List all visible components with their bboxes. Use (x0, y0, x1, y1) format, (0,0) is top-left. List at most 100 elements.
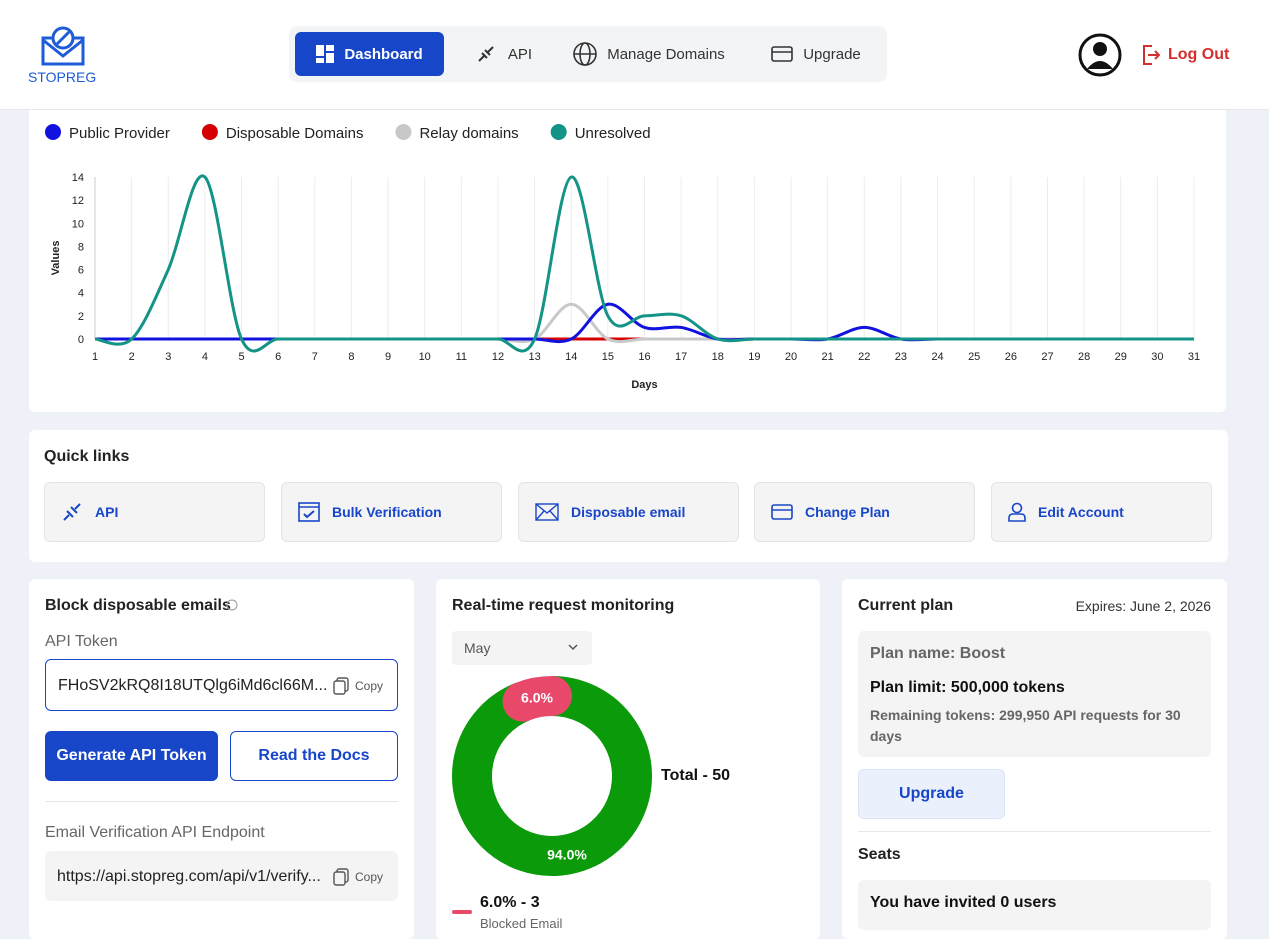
token-field[interactable] (45, 659, 398, 711)
x-tick-label: 29 (1115, 351, 1127, 363)
nav-label: API (507, 45, 533, 63)
plan-remaining: Remaining tokens: 299,950 API requests f… (870, 707, 1181, 744)
legend-label: Public Provider (69, 125, 170, 142)
endpoint-value: https://api.stopreg.com/api/v1/verify... (57, 868, 321, 885)
logo-text: STOPREG (28, 69, 97, 85)
x-tick-label: 8 (348, 351, 354, 363)
donut-total: Total - 50 (661, 767, 731, 784)
x-tick-label: 17 (675, 351, 687, 363)
block-title: Block disposable emails (45, 597, 231, 614)
x-tick-label: 3 (165, 351, 171, 363)
y-tick-label: 14 (72, 172, 84, 184)
seats-title: Seats (858, 846, 901, 863)
donut-label: 6.0% (521, 689, 553, 705)
x-axis-label: Days (631, 379, 657, 391)
legend-dot (550, 124, 567, 140)
legend-swatch (452, 910, 472, 914)
y-tick-label: 0 (78, 334, 84, 346)
x-tick-label: 31 (1188, 351, 1200, 363)
donut-segment (502, 676, 572, 722)
x-tick-label: 28 (1078, 351, 1090, 363)
month-select[interactable]: May (452, 631, 592, 665)
x-tick-label: 2 (129, 351, 135, 363)
x-tick-label: 30 (1151, 351, 1163, 363)
line-chart: Public Provider Disposable Domains Relay d… (45, 124, 1200, 391)
series-line (94, 174, 1194, 353)
legend-label: 6.0% - 3 (480, 894, 540, 911)
generate-button[interactable]: Generate API Token (45, 731, 218, 781)
plan-box (858, 631, 1211, 757)
avatar[interactable] (1078, 33, 1122, 77)
copy-label: Copy (355, 870, 384, 884)
x-tick-label: 9 (385, 351, 391, 363)
x-tick-label: 23 (895, 351, 907, 363)
quick-links-card: Quick links API Bulk Verification Dispos… (29, 430, 1228, 562)
block-card: Block disposable emails API Token FHoSV2… (29, 579, 414, 939)
nav-label: Dashboard (344, 45, 423, 63)
quick-link[interactable]: Disposable email (518, 482, 739, 542)
divider (45, 801, 398, 802)
header: STOPREG Dashboard API Manage Domains Upg… (0, 0, 1269, 110)
legend-label: Unresolved (575, 125, 651, 142)
seats-box (858, 880, 1211, 930)
x-tick-label: 4 (202, 351, 208, 363)
nav-label: Manage Domains (607, 45, 725, 63)
plan-title: Current plan (858, 597, 954, 614)
nav-domains[interactable]: Manage Domains (564, 32, 734, 76)
nav-upgrade[interactable]: Upgrade (760, 32, 872, 76)
quick-link[interactable]: Bulk Verification (281, 482, 502, 542)
quick-link[interactable]: API (44, 482, 265, 542)
copy-button[interactable]: Copy (333, 868, 383, 886)
y-tick-label: 10 (72, 218, 84, 230)
upgrade-button[interactable]: Upgrade (858, 769, 1005, 819)
x-tick-label: 25 (968, 351, 980, 363)
x-tick-label: 15 (602, 351, 614, 363)
chart-card: Public Provider Disposable Domains Relay d… (29, 100, 1226, 412)
seats-invited: You have invited 0 users (870, 894, 1057, 911)
quick-link[interactable]: Change Plan (754, 482, 975, 542)
logout-label: Log Out (1168, 46, 1230, 63)
x-tick-label: 24 (931, 351, 943, 363)
docs-button[interactable]: Read the Docs (230, 731, 398, 781)
x-tick-label: 12 (492, 351, 504, 363)
month-value: May (464, 640, 491, 656)
plan-card: Current plan Expires: June 2, 2026 Plan … (842, 579, 1227, 939)
monitor-card: Real-time request monitoring May 6.0% 94.… (436, 579, 820, 939)
quick-links-title: Quick links (44, 448, 130, 465)
copy-label: Copy (355, 679, 384, 693)
legend-name: Blocked Email (480, 916, 563, 931)
legend-label: Disposable Domains (226, 125, 364, 142)
nav-dashboard[interactable]: Dashboard (295, 32, 444, 76)
legend-dot (201, 124, 218, 140)
x-tick-label: 13 (528, 351, 540, 363)
divider (858, 831, 1211, 832)
quick-link-label: Change Plan (805, 504, 890, 520)
x-tick-label: 16 (638, 351, 650, 363)
y-tick-label: 8 (78, 241, 84, 253)
x-tick-label: 7 (312, 351, 318, 363)
x-tick-label: 19 (748, 351, 760, 363)
y-tick-label: 6 (78, 265, 84, 277)
x-tick-label: 11 (456, 351, 467, 363)
x-tick-label: 22 (858, 351, 870, 363)
x-tick-label: 27 (1041, 351, 1053, 363)
quick-link[interactable]: Edit Account (991, 482, 1212, 542)
nav-api[interactable]: API (464, 32, 544, 76)
y-tick-label: 2 (78, 311, 84, 323)
x-tick-label: 21 (822, 351, 834, 363)
legend-label: Relay domains (419, 125, 518, 142)
copy-button[interactable]: Copy (333, 677, 383, 695)
logo-icon (41, 26, 85, 66)
quick-link-label: Disposable email (571, 504, 686, 520)
x-tick-label: 6 (275, 351, 281, 363)
donut-chart: 6.0% 94.0% (452, 676, 652, 876)
endpoint-label: Email Verification API Endpoint (45, 824, 265, 841)
help-icon[interactable] (226, 599, 238, 611)
x-tick-label: 1 (92, 351, 98, 363)
token-value: FHoSV2kRQ8I18UTQlg6iMd6cl66M... (58, 677, 328, 694)
legend-dot (395, 124, 412, 140)
logout[interactable]: Log Out (1142, 44, 1229, 66)
y-tick-label: 4 (78, 288, 84, 300)
quick-link-label: Edit Account (1038, 504, 1124, 520)
plan-limit: Plan limit: 500,000 tokens (870, 679, 1065, 696)
